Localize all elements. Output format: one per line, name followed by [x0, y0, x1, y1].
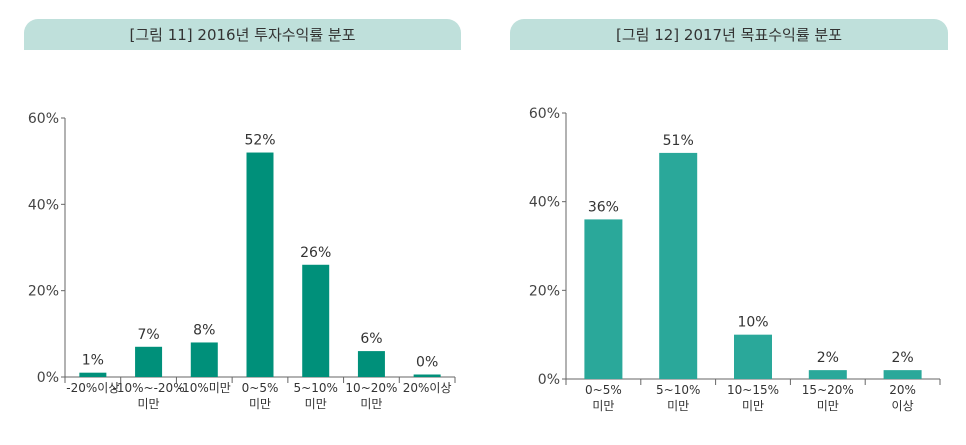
bar: [246, 152, 274, 377]
data-label: 1%: [82, 353, 104, 369]
x-tick-label: 미만: [817, 399, 839, 413]
chart-panel-2017: [그림 12] 2017년 목표수익률 분포 0% 20% 40% 60% 36% 0~5…: [488, 0, 966, 445]
data-label: 51%: [663, 133, 694, 149]
data-label: 7%: [137, 327, 159, 343]
x-tick-label: 미만: [742, 399, 764, 413]
chart-panel-2016: [그림 11] 2016년 투자수익률 분포 0% 20% 40% 60% 1% -20%…: [0, 0, 480, 445]
bar: [883, 370, 922, 379]
x-tick-label: 5~10%: [656, 383, 700, 397]
bar-chart-2017: 0% 20% 40% 60% 36% 0~5% 미만 51% 5~10% 미만 10% 10~15% 미…: [529, 106, 941, 413]
bar: [190, 342, 218, 377]
data-label: 52%: [244, 133, 275, 149]
x-tick-label: 미만: [360, 397, 382, 411]
x-tick-label: 20%: [889, 383, 916, 397]
y-tick-label: 60%: [529, 106, 560, 122]
data-label: 36%: [588, 199, 619, 215]
data-label: 6%: [360, 331, 382, 347]
data-label: 8%: [193, 322, 215, 338]
data-label: 26%: [300, 245, 331, 261]
bar: [357, 351, 385, 377]
x-tick-label: 0~5%: [585, 383, 622, 397]
x-tick-label: 10~20%: [345, 381, 397, 395]
data-label: 10%: [737, 315, 768, 331]
y-tick-label: 40%: [529, 195, 560, 211]
chart-title: [그림 12] 2017년 목표수익률 분포: [510, 19, 948, 50]
bar: [79, 372, 107, 377]
bar: [584, 219, 623, 379]
data-label: 0%: [416, 355, 438, 371]
x-tick-label: 미만: [667, 399, 689, 413]
bar: [413, 374, 441, 377]
x-tick-label: 0~5%: [242, 381, 279, 395]
x-tick-label: 이상: [892, 399, 914, 413]
x-tick-label: -20%이상: [66, 381, 119, 395]
bar-chart-2016: 0% 20% 40% 60% 1% -20%이상 7% -10%~-20% 미만 8% -10%미만…: [28, 111, 456, 411]
y-tick-label: 20%: [529, 283, 560, 299]
x-tick-label: 미만: [138, 397, 160, 411]
x-tick-label: 5~10%: [294, 381, 338, 395]
x-tick-label: 10~15%: [727, 383, 779, 397]
y-tick-label: 60%: [28, 111, 59, 127]
y-tick-label: 0%: [37, 370, 59, 386]
y-tick-label: 20%: [28, 284, 59, 300]
x-tick-label: -10%미만: [178, 381, 231, 395]
x-tick-label: 15~20%: [802, 383, 854, 397]
chart-title: [그림 11] 2016년 투자수익률 분포: [24, 19, 461, 50]
bar: [659, 152, 698, 379]
x-tick-label: 미만: [592, 399, 614, 413]
data-label: 2%: [817, 350, 839, 366]
x-tick-label: 미만: [249, 397, 271, 411]
x-tick-label: -10%~-20%: [113, 381, 185, 395]
bar: [734, 334, 772, 379]
x-tick-label: 20%이상: [403, 381, 452, 395]
bar: [302, 264, 330, 377]
y-tick-label: 0%: [538, 372, 560, 388]
x-tick-label: 미만: [305, 397, 327, 411]
bar: [135, 346, 163, 377]
data-label: 2%: [891, 350, 913, 366]
bar: [808, 370, 847, 379]
y-tick-label: 40%: [28, 197, 59, 213]
